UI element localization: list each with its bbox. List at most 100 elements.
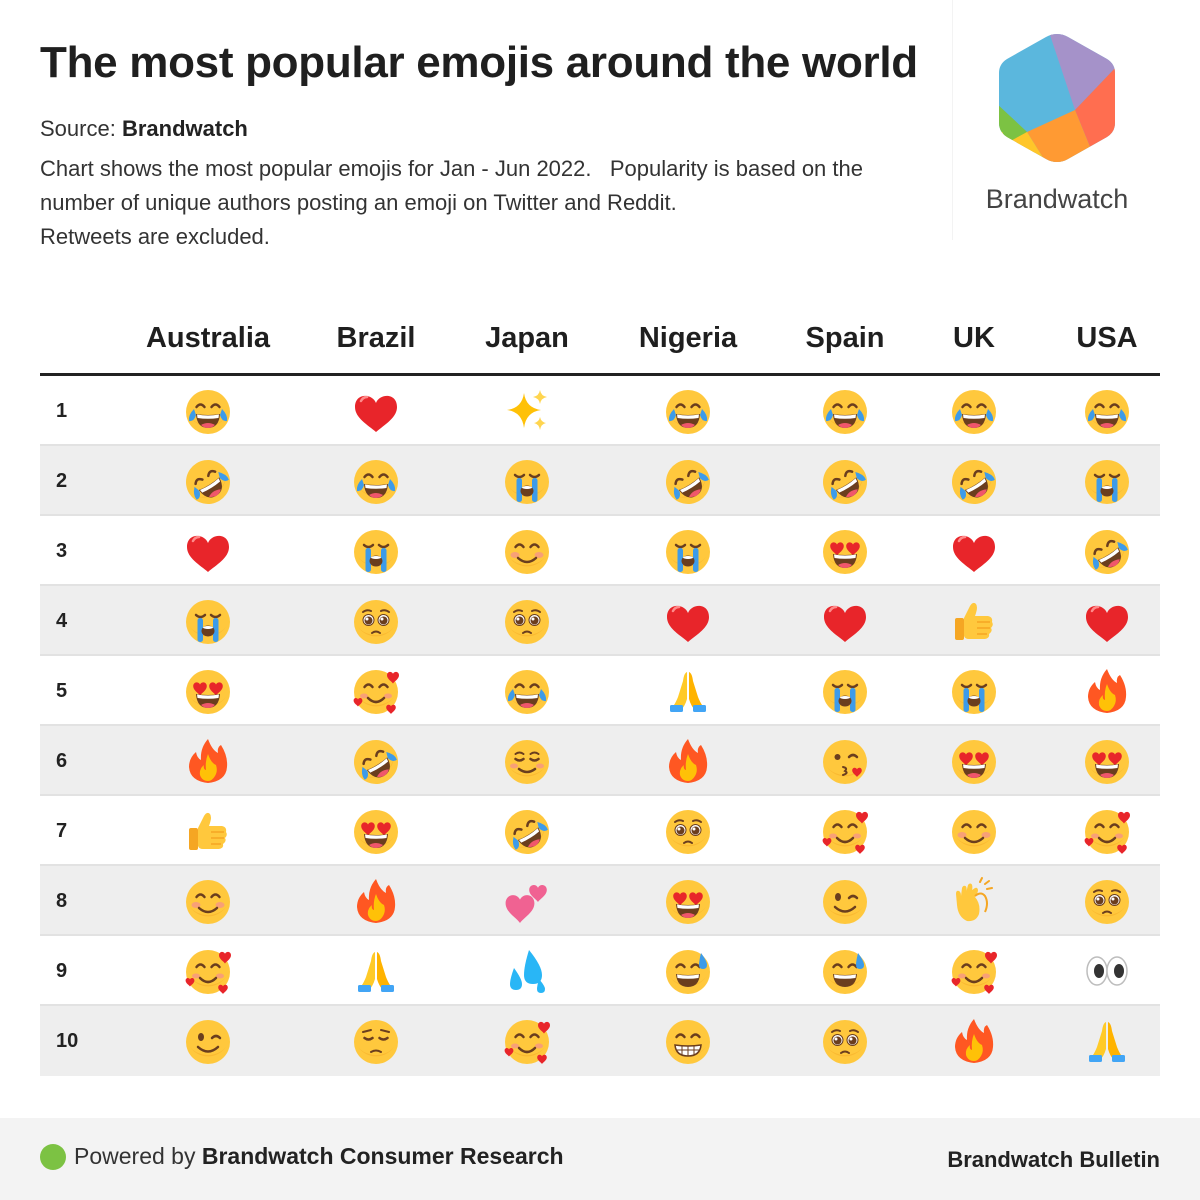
grin-icon [663, 1016, 713, 1066]
joy-icon [663, 386, 713, 436]
table-row: 7 [40, 796, 1160, 866]
source-label: Source: [40, 116, 116, 141]
rofl-icon [502, 806, 552, 856]
relaxed-icon [502, 736, 552, 786]
pleading-icon [351, 596, 401, 646]
brandwatch-logo: Brandwatch [952, 0, 1160, 240]
blush-icon [949, 806, 999, 856]
rofl-icon [949, 456, 999, 506]
pleading-icon [1082, 876, 1132, 926]
two-hearts-icon [502, 876, 552, 926]
rank-label: 9 [56, 960, 68, 982]
blush-icon [183, 876, 233, 926]
column-header-uk: UK [953, 322, 995, 354]
description-line: Retweets are excluded. [40, 224, 270, 249]
rank-label: 8 [56, 890, 68, 912]
fire-icon [1082, 666, 1132, 716]
column-header-brazil: Brazil [336, 322, 416, 354]
sweat-smile-icon [663, 946, 713, 996]
blush-icon [502, 526, 552, 576]
rofl-icon [663, 456, 713, 506]
rank-label: 2 [56, 470, 68, 492]
heart-eyes-icon [351, 806, 401, 856]
brandwatch-wordmark: Brandwatch [985, 184, 1129, 214]
rofl-icon [351, 736, 401, 786]
smiling-hearts-icon [502, 1016, 552, 1066]
red-heart-icon [1082, 596, 1132, 646]
sob-icon [949, 666, 999, 716]
red-heart-icon [183, 526, 233, 576]
rofl-icon [820, 456, 870, 506]
red-heart-icon [351, 386, 401, 436]
rank-label: 7 [56, 820, 68, 842]
powered-name: Brandwatch Consumer Research [201, 1143, 564, 1169]
red-heart-icon [949, 526, 999, 576]
red-heart-icon [820, 596, 870, 646]
red-heart-icon [663, 596, 713, 646]
smiling-hearts-icon [1082, 806, 1132, 856]
rank-label: 6 [56, 750, 68, 772]
joy-icon [183, 386, 233, 436]
table-row: 5 [40, 656, 1160, 726]
rank-label: 3 [56, 540, 68, 562]
emoji-ranking-table: Australia Brazil Japan Nigeria Spain UK USA 1 2… [40, 300, 1160, 1076]
pleading-icon [663, 806, 713, 856]
column-header-nigeria: Nigeria [638, 322, 738, 354]
joy-icon [820, 386, 870, 436]
table-row: 2 [40, 446, 1160, 516]
heart-eyes-icon [663, 876, 713, 926]
table-row: 3 [40, 516, 1160, 586]
fire-icon [663, 736, 713, 786]
fire-icon [949, 1016, 999, 1066]
sparkles-icon [502, 386, 552, 436]
column-header-japan: Japan [485, 322, 569, 354]
fire-icon [351, 876, 401, 926]
table-header: Australia Brazil Japan Nigeria Spain UK USA [40, 300, 1160, 376]
smiling-hearts-icon [820, 806, 870, 856]
description-line: Chart shows the most popular emojis for … [40, 156, 863, 181]
smiling-hearts-icon [183, 946, 233, 996]
table-body: 1 2 3 4 5 6 7 8 9 10 [40, 376, 1160, 1076]
eyes-icon [1082, 946, 1132, 996]
heart-eyes-icon [1082, 736, 1132, 786]
rofl-icon [183, 456, 233, 506]
clapping-hands-icon [949, 876, 999, 926]
joy-icon [949, 386, 999, 436]
table-row: 9 [40, 936, 1160, 1006]
column-header-usa: USA [1076, 322, 1138, 354]
sweat-smile-icon [820, 946, 870, 996]
heart-eyes-icon [820, 526, 870, 576]
smiling-hearts-icon [949, 946, 999, 996]
sob-icon [663, 526, 713, 576]
kissing-heart-icon [820, 736, 870, 786]
powered-dot-icon [40, 1144, 66, 1170]
sob-icon [1082, 456, 1132, 506]
table-row: 1 [40, 376, 1160, 446]
smiling-hearts-icon [351, 666, 401, 716]
table-row: 8 [40, 866, 1160, 936]
table-row: 4 [40, 586, 1160, 656]
thumbs-up-icon [183, 806, 233, 856]
joy-icon [502, 666, 552, 716]
folded-hands-icon [1082, 1016, 1132, 1066]
source-name: Brandwatch [121, 116, 248, 141]
thumbs-up-icon [949, 596, 999, 646]
powered-label: Powered by [74, 1143, 196, 1169]
brandwatch-hexagon-icon [999, 34, 1115, 162]
pensive-icon [351, 1016, 401, 1066]
bulletin-label: Brandwatch Bulletin [947, 1147, 1160, 1172]
heart-eyes-icon [949, 736, 999, 786]
folded-hands-icon [351, 946, 401, 996]
rank-label: 1 [56, 400, 68, 422]
table-row: 10 [40, 1006, 1160, 1076]
heart-eyes-icon [183, 666, 233, 716]
rank-label: 5 [56, 680, 68, 702]
wink-icon [820, 876, 870, 926]
table-row: 6 [40, 726, 1160, 796]
rank-label: 10 [56, 1030, 79, 1052]
joy-icon [351, 456, 401, 506]
sob-icon [502, 456, 552, 506]
chart-description: Chart shows the most popular emojis for … [40, 152, 950, 254]
sob-icon [820, 666, 870, 716]
joy-icon [1082, 386, 1132, 436]
